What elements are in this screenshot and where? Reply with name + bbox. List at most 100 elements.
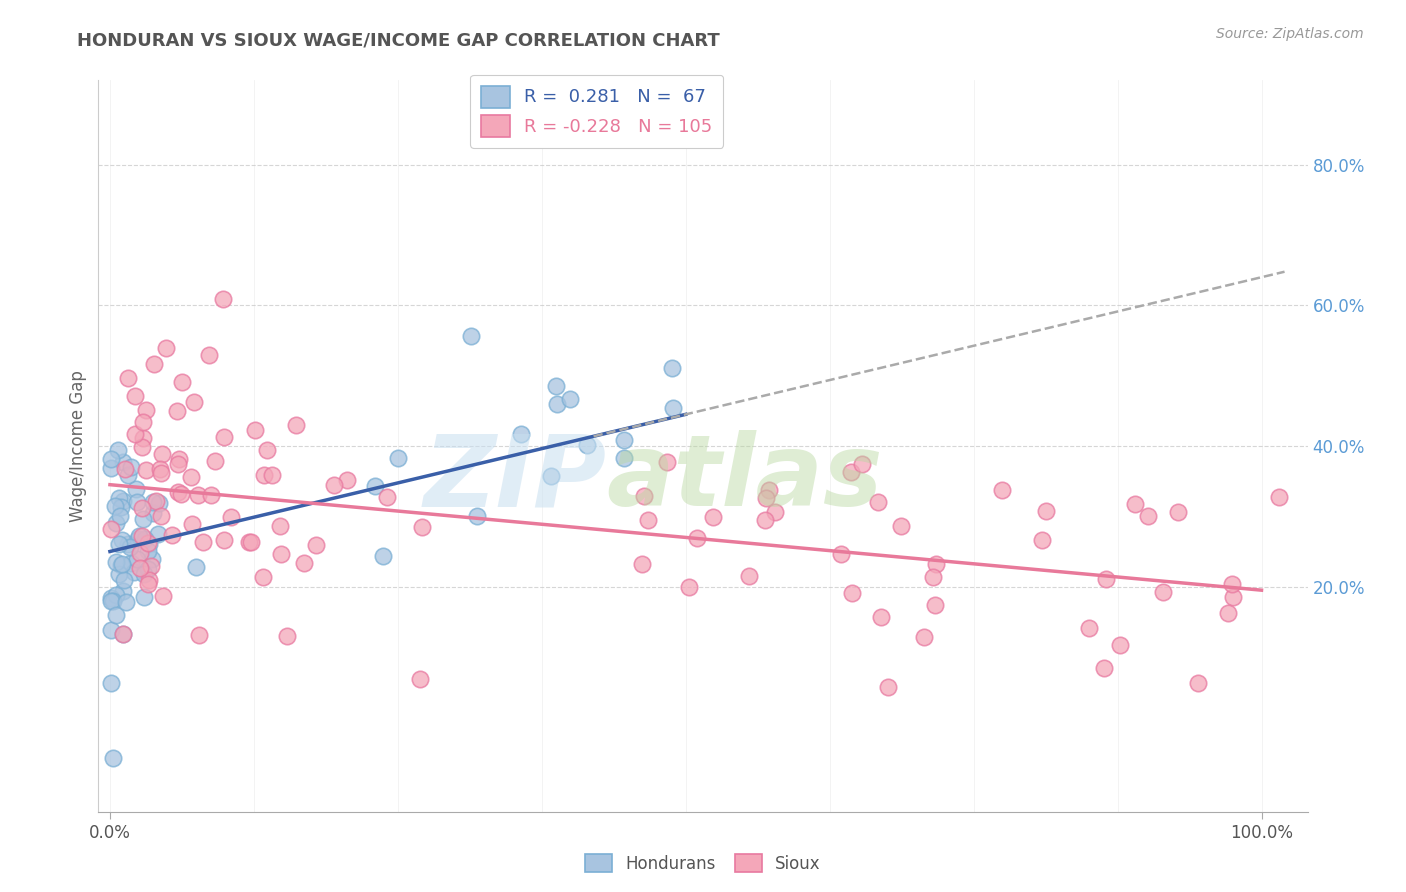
Point	[100, 623, 122, 637]
Point	[253, 467, 276, 482]
Point	[132, 566, 155, 581]
Point	[166, 457, 188, 471]
Point	[191, 534, 214, 549]
Point	[150, 467, 173, 481]
Point	[111, 533, 134, 548]
Point	[212, 429, 235, 443]
Point	[1167, 505, 1189, 519]
Point	[1094, 572, 1116, 586]
Point	[148, 496, 170, 510]
Point	[132, 590, 155, 604]
Point	[631, 557, 654, 571]
Point	[180, 516, 202, 531]
Point	[1031, 533, 1053, 548]
Point	[633, 489, 655, 503]
Point	[132, 512, 155, 526]
Point	[925, 557, 948, 571]
Point	[100, 594, 122, 608]
Point	[243, 423, 266, 437]
Point	[678, 581, 700, 595]
Point	[131, 529, 153, 543]
Point	[187, 628, 209, 642]
Point	[125, 552, 148, 566]
Point	[112, 573, 135, 587]
Point	[111, 557, 134, 571]
Point	[200, 488, 222, 502]
Point	[276, 629, 298, 643]
Point	[371, 549, 394, 563]
Text: Source: ZipAtlas.com: Source: ZipAtlas.com	[1216, 27, 1364, 41]
Point	[160, 528, 183, 542]
Point	[112, 584, 135, 599]
Point	[546, 397, 568, 411]
Point	[129, 546, 152, 560]
Point	[180, 470, 202, 484]
Point	[661, 360, 683, 375]
Point	[108, 491, 131, 505]
Point	[134, 532, 156, 546]
Point	[103, 594, 125, 608]
Point	[114, 462, 136, 476]
Point	[387, 450, 409, 465]
Point	[868, 495, 890, 509]
Text: HONDURAN VS SIOUX WAGE/INCOME GAP CORRELATION CHART: HONDURAN VS SIOUX WAGE/INCOME GAP CORREL…	[77, 31, 720, 49]
Point	[411, 519, 433, 533]
Point	[155, 341, 177, 355]
Point	[322, 477, 344, 491]
Point	[870, 610, 893, 624]
Point	[103, 751, 125, 765]
Point	[136, 535, 159, 549]
Point	[661, 401, 683, 415]
Legend: R =  0.281   N =  67, R = -0.228   N = 105: R = 0.281 N = 67, R = -0.228 N = 105	[470, 75, 724, 147]
Point	[409, 672, 432, 686]
Point	[204, 454, 226, 468]
Point	[136, 544, 159, 558]
Point	[124, 389, 146, 403]
Point	[1035, 504, 1057, 518]
Point	[575, 438, 598, 452]
Point	[1220, 577, 1243, 591]
Point	[1092, 661, 1115, 675]
Point	[138, 562, 160, 576]
Point	[851, 457, 873, 471]
Point	[1123, 497, 1146, 511]
Point	[198, 349, 221, 363]
Point	[183, 394, 205, 409]
Point	[755, 491, 778, 505]
Point	[117, 370, 139, 384]
Point	[1078, 621, 1101, 635]
Point	[107, 442, 129, 457]
Point	[124, 427, 146, 442]
Point	[125, 482, 148, 496]
Point	[1108, 638, 1130, 652]
Point	[141, 552, 163, 566]
Point	[758, 483, 780, 497]
Point	[108, 566, 131, 581]
Text: atlas: atlas	[606, 431, 883, 527]
Point	[252, 570, 274, 584]
Point	[127, 533, 149, 547]
Point	[184, 560, 207, 574]
Point	[839, 465, 862, 479]
Point	[120, 460, 142, 475]
Point	[111, 627, 134, 641]
Point	[112, 627, 135, 641]
Point	[991, 483, 1014, 497]
Point	[284, 417, 307, 432]
Point	[510, 427, 533, 442]
Point	[922, 569, 945, 583]
Point	[166, 404, 188, 418]
Point	[737, 569, 759, 583]
Point	[657, 455, 679, 469]
Point	[105, 516, 128, 531]
Point	[465, 508, 488, 523]
Legend: Hondurans, Sioux: Hondurans, Sioux	[578, 847, 828, 880]
Point	[129, 561, 152, 575]
Point	[292, 556, 315, 570]
Point	[763, 505, 786, 519]
Point	[136, 576, 159, 591]
Point	[150, 447, 173, 461]
Point	[149, 509, 172, 524]
Point	[167, 452, 190, 467]
Point	[100, 522, 122, 536]
